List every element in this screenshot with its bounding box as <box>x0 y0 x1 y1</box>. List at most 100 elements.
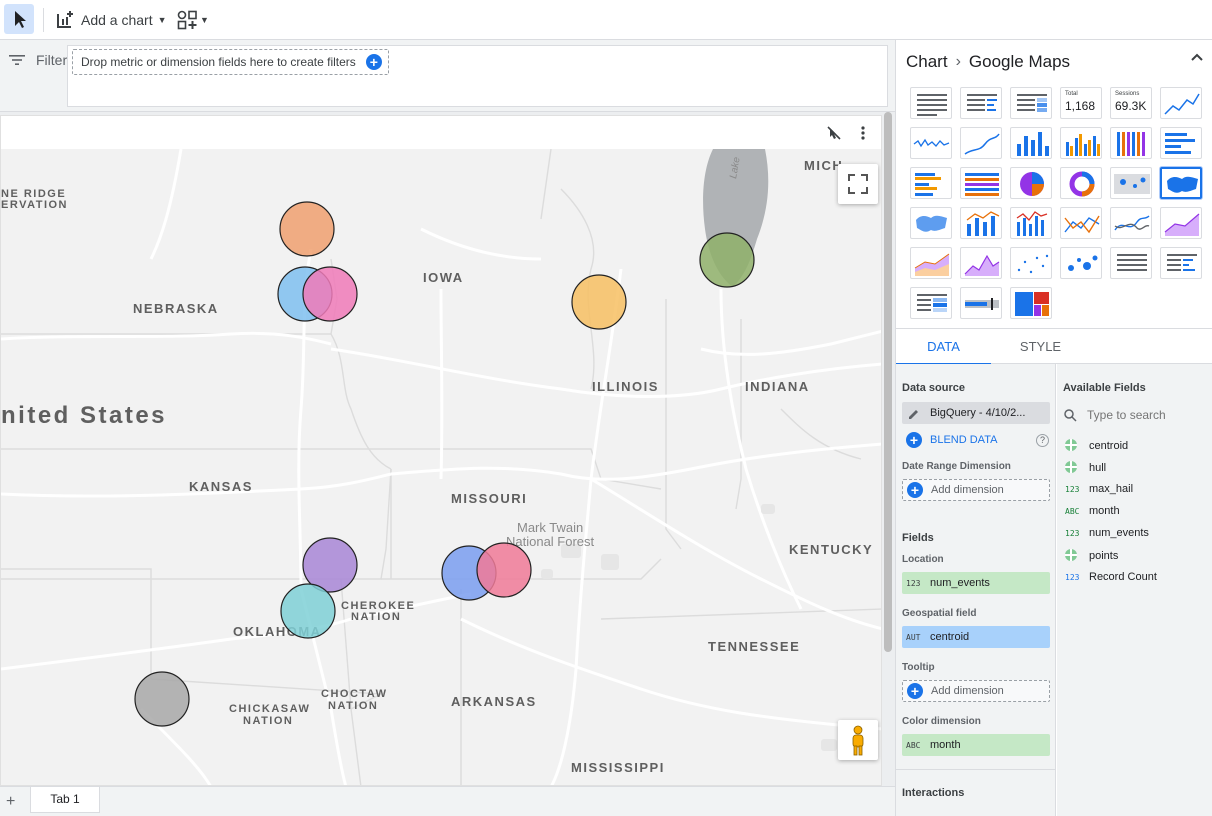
chart-type-pie[interactable] <box>1010 167 1052 199</box>
chart-type-stacked-bar[interactable] <box>960 167 1002 199</box>
chevron-down-icon: ▼ <box>200 15 209 25</box>
chart-type-timeseries[interactable] <box>1160 87 1202 119</box>
pegman-icon <box>852 725 864 756</box>
label-mark-twain-1: Mark Twain <box>517 520 583 535</box>
bubble-nebraska-orange[interactable] <box>279 201 335 257</box>
chart-type-bubble-map[interactable] <box>1110 167 1152 199</box>
add-date-range-dimension[interactable]: + Add dimension <box>902 479 1050 501</box>
add-filter-icon[interactable]: + <box>365 54 382 70</box>
chart-type-bullet[interactable] <box>960 287 1002 319</box>
chart-type-stacked-combo[interactable] <box>1010 207 1052 239</box>
chart-type-grouped-column[interactable] <box>1060 127 1102 159</box>
available-field-max_hail[interactable]: 123 max_hail <box>1065 483 1133 495</box>
fullscreen-button[interactable] <box>838 164 878 204</box>
chart-type-table-bars[interactable] <box>960 87 1002 119</box>
chart-type-smoothed-timeseries[interactable] <box>960 127 1002 159</box>
chart-type-scorecard-total[interactable]: Total 1,168 <box>1060 87 1102 119</box>
chart-type-column[interactable] <box>1010 127 1052 159</box>
chart-type-table-heatmap[interactable] <box>1010 87 1052 119</box>
label-illinois: ILLINOIS <box>592 379 659 394</box>
chart-type-line[interactable] <box>1060 207 1102 239</box>
available-field-record-count[interactable]: 123 Record Count <box>1065 571 1157 583</box>
map-view[interactable]: NE RIDGE ERVATION NEBRASKA IOWA ILLINOIS… <box>1 149 882 786</box>
chart-type-combo[interactable] <box>960 207 1002 239</box>
collapse-panel-icon[interactable] <box>1190 50 1204 64</box>
street-view-pegman-button[interactable] <box>838 720 878 760</box>
breadcrumb-current: Google Maps <box>968 52 1071 71</box>
fullscreen-icon <box>848 174 868 194</box>
bubble-nebraska-pink[interactable] <box>302 266 358 322</box>
available-field-month[interactable]: ABC month <box>1065 505 1120 517</box>
chart-type-google-maps-selected[interactable] <box>1160 167 1202 199</box>
tab-style[interactable]: STYLE <box>1019 339 1062 354</box>
available-field-label: num_events <box>1089 527 1149 539</box>
location-field-chip[interactable]: 123 num_events <box>902 572 1050 594</box>
chart-type-pivot-table-bars[interactable] <box>1160 247 1202 279</box>
add-chart-button[interactable]: Add a chart ▼ <box>55 8 167 32</box>
chart-type-grouped-bar[interactable] <box>910 167 952 199</box>
bubble-layer <box>134 201 755 727</box>
number-type-icon: 123 <box>906 578 921 588</box>
blend-data-label: BLEND DATA <box>930 434 998 446</box>
chart-type-bar[interactable] <box>1160 127 1202 159</box>
available-field-centroid[interactable]: centroid <box>1065 439 1128 453</box>
select-tool-button[interactable] <box>4 4 34 34</box>
chart-type-scatter[interactable] <box>1010 247 1052 279</box>
interactions-heading: Interactions <box>902 787 965 799</box>
data-source-heading: Data source <box>902 382 965 394</box>
field-search[interactable] <box>1063 404 1211 426</box>
geo-field-chip[interactable]: AUT centroid <box>902 626 1050 648</box>
add-dimension-icon: + <box>907 683 923 699</box>
chart-type-pivot-table[interactable] <box>1110 247 1152 279</box>
filter-drop-zone[interactable]: Drop metric or dimension fields here to … <box>67 45 888 107</box>
label-choctaw-1: CHOCTAW <box>321 688 388 700</box>
chart-type-donut[interactable] <box>1060 167 1102 199</box>
chart-type-geo-map[interactable] <box>910 207 952 239</box>
bubble-chicago-green[interactable] <box>699 232 755 288</box>
filter-button[interactable]: Filter <box>8 52 67 68</box>
tab-data[interactable]: DATA <box>896 329 991 365</box>
add-dimension-label: Add dimension <box>931 685 1004 697</box>
bubble-missouri-pink[interactable] <box>476 542 532 598</box>
add-control-button[interactable]: ▼ <box>176 8 209 32</box>
add-page-button[interactable]: + <box>6 793 16 810</box>
bubble-oklahoma-teal[interactable] <box>280 583 336 639</box>
chart-type-area[interactable] <box>1160 207 1202 239</box>
chart-type-pivot-heatmap[interactable] <box>910 287 952 319</box>
chart-type-smoothed-line[interactable] <box>1110 207 1152 239</box>
chart-type-treemap[interactable] <box>1010 287 1052 319</box>
chart-type-bubble[interactable] <box>1060 247 1102 279</box>
chart-type-stacked-area[interactable] <box>910 247 952 279</box>
bubble-kansas-purple[interactable] <box>302 537 358 593</box>
tab-page-1[interactable]: Tab 1 <box>30 787 100 813</box>
globe-icon <box>1065 439 1077 451</box>
add-tooltip-dimension[interactable]: + Add dimension <box>902 680 1050 702</box>
add-blend-icon: + <box>906 432 922 448</box>
bubble-texas-gray[interactable] <box>134 671 190 727</box>
chart-type-percent-area[interactable] <box>960 247 1002 279</box>
cross-filter-off-icon[interactable] <box>827 126 841 140</box>
label-chickasaw-1: CHICKASAW <box>229 703 310 715</box>
chart-type-sparkline[interactable] <box>910 127 952 159</box>
available-field-num_events[interactable]: 123 num_events <box>1065 527 1149 539</box>
help-icon[interactable]: ? <box>1036 434 1049 447</box>
chart-type-stacked-column[interactable] <box>1110 127 1152 159</box>
more-options-icon[interactable] <box>859 125 867 141</box>
field-search-input[interactable] <box>1087 408 1207 422</box>
map-labels: NE RIDGE ERVATION NEBRASKA IOWA ILLINOIS… <box>1 156 872 775</box>
data-source-selector[interactable]: BigQuery - 4/10/2... <box>902 402 1050 424</box>
cursor-arrow-icon <box>15 11 26 28</box>
chevron-right-icon: › <box>955 53 961 70</box>
chart-type-scorecard-sessions[interactable]: Sessions 69.3K <box>1110 87 1152 119</box>
scorecard-sessions-value: 69.3K <box>1115 99 1147 113</box>
canvas-scrollbar[interactable] <box>884 112 892 652</box>
chart-type-table[interactable] <box>910 87 952 119</box>
blend-data-button[interactable]: + BLEND DATA <box>906 432 997 448</box>
google-maps-chart[interactable]: NE RIDGE ERVATION NEBRASKA IOWA ILLINOIS… <box>0 115 882 786</box>
color-field-chip[interactable]: ABC month <box>902 734 1050 756</box>
label-lake: Lake <box>728 156 743 180</box>
bubble-illinois-yellow[interactable] <box>571 274 627 330</box>
label-united-states: nited States <box>1 402 167 429</box>
available-field-hull[interactable]: hull <box>1065 461 1106 475</box>
available-field-points[interactable]: points <box>1065 549 1118 563</box>
